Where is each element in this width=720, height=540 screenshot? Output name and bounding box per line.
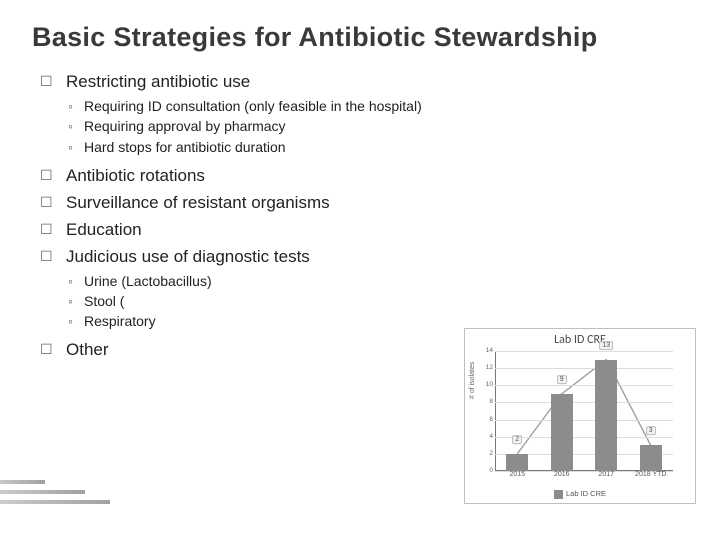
decoration-bar [0, 500, 110, 504]
bullet-item: Antibiotic rotations [66, 165, 688, 188]
sub-bullet-item: Hard stops for antibiotic duration [84, 137, 688, 157]
bullet-item: Restricting antibiotic use Requiring ID … [66, 71, 688, 157]
chart-y-tick: 4 [483, 433, 493, 440]
slide-title: Basic Strategies for Antibiotic Stewards… [32, 22, 688, 53]
chart-bar [551, 394, 573, 471]
chart-bar-label: 13 [599, 341, 613, 350]
sub-bullet-item: Stool ( [84, 291, 688, 311]
chart: Lab ID CRE # of isolates 29133 201520162… [464, 328, 696, 504]
chart-y-tick: 2 [483, 450, 493, 457]
bullet-item: Judicious use of diagnostic tests Urine … [66, 246, 688, 332]
chart-y-tick: 6 [483, 416, 493, 423]
chart-legend: Lab ID CRE [465, 489, 695, 499]
bullet-list: Restricting antibiotic use Requiring ID … [66, 71, 688, 362]
chart-y-tick: 0 [483, 467, 493, 474]
legend-label: Lab ID CRE [566, 489, 606, 498]
chart-x-tick: 2015 [495, 471, 540, 483]
bullet-text: Restricting antibiotic use [66, 72, 250, 91]
chart-title: Lab ID CRE [465, 333, 695, 347]
chart-x-tick: 2016 [540, 471, 585, 483]
chart-y-tick: 12 [483, 364, 493, 371]
sub-bullet-list: Requiring ID consultation (only feasible… [84, 96, 688, 157]
chart-x-tick: 2017 [584, 471, 629, 483]
bullet-text: Judicious use of diagnostic tests [66, 247, 310, 266]
chart-plot-area: 29133 [495, 351, 673, 471]
chart-bar-label: 2 [512, 435, 522, 444]
chart-bar [506, 454, 528, 471]
chart-x-tick: 2018 YTD [629, 471, 674, 483]
sub-bullet-item: Requiring approval by pharmacy [84, 116, 688, 136]
chart-x-ticks: 2015201620172018 YTD [495, 471, 673, 483]
legend-swatch-icon [554, 490, 563, 499]
chart-y-axis-label: # of isolates [469, 362, 476, 399]
chart-bar [640, 445, 662, 471]
chart-bar-label: 9 [557, 375, 567, 384]
sub-bullet-list: Urine (Lactobacillus) Stool ( Respirator… [84, 271, 688, 332]
bullet-item: Education [66, 219, 688, 242]
sub-bullet-item: Requiring ID consultation (only feasible… [84, 96, 688, 116]
chart-y-tick: 10 [483, 381, 493, 388]
chart-bar-label: 3 [646, 426, 656, 435]
chart-y-tick: 14 [483, 347, 493, 354]
chart-bar [595, 360, 617, 471]
bullet-item: Surveillance of resistant organisms [66, 192, 688, 215]
decoration-bar [0, 480, 45, 484]
slide: Basic Strategies for Antibiotic Stewards… [0, 0, 720, 540]
decoration-bar [0, 490, 85, 494]
slide-decoration [0, 444, 150, 504]
chart-y-tick: 8 [483, 398, 493, 405]
sub-bullet-item: Urine (Lactobacillus) [84, 271, 688, 291]
